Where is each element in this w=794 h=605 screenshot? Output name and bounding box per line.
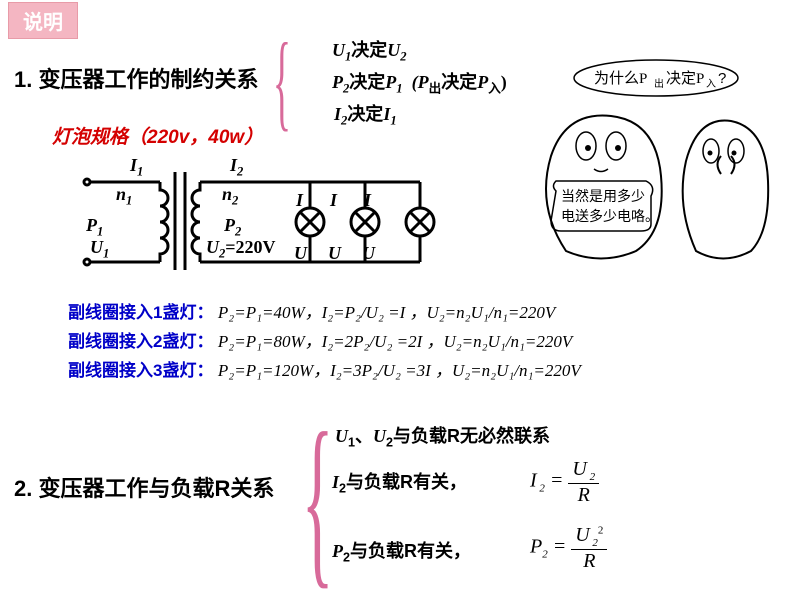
bulb-spec: 灯泡规格（220v，40w）: [52, 122, 263, 149]
case-2: 副线圈接入2盏灯： P₂=P₁=80W，I₂=2P₂/U₂ =2I ，U₂=n₂…: [68, 327, 572, 352]
svg-text:入: 入: [706, 79, 716, 90]
brace-1: {: [273, 28, 291, 136]
lbl-Ub: U: [328, 243, 341, 264]
rel3: I2决定I1: [334, 100, 397, 129]
svg-text:电送多少电咯。: 电送多少电咯。: [561, 208, 659, 225]
case-3: 副线圈接入3盏灯： P₂=P₁=120W，I₂=3P₂/U₂ =3I ，U₂=n…: [68, 356, 581, 381]
badge: 说明: [8, 2, 78, 39]
svg-text:当然是用多少: 当然是用多少: [561, 188, 645, 205]
section2-title: 2. 变压器工作与负载R关系: [14, 471, 274, 503]
cartoon: 为什么P 出 决定P 入 ? 当然是用多少 电送多少电咯。: [526, 56, 776, 266]
lbl-I1: I1: [130, 155, 143, 180]
case-1: 副线圈接入1盏灯： P₂=P₁=40W，I₂=P₂/U₂ =I ，U₂=n₂U₁…: [68, 298, 555, 323]
lbl-U1: U1: [90, 237, 109, 262]
rel1: U1决定U2: [332, 36, 407, 65]
r2-row1: U1、U2与负载R无必然联系: [335, 422, 550, 450]
lbl-U2: U2=220V: [206, 237, 276, 262]
brace-2: {: [302, 405, 334, 595]
r2-eq2: I 2 = U 2 R: [530, 458, 599, 506]
svg-text:?: ?: [718, 70, 726, 87]
lbl-Ib: I: [330, 190, 337, 211]
r2-eq3: P2 = U 22 R: [530, 524, 607, 572]
svg-text:决定P: 决定P: [666, 70, 704, 87]
lbl-Uc: U: [362, 243, 375, 264]
lbl-I2: I2: [230, 155, 243, 180]
lbl-Ia: I: [296, 190, 303, 211]
rel2: P2决定P1 (P出决定P入): [332, 68, 507, 97]
svg-text:为什么P: 为什么P: [594, 70, 647, 87]
lbl-Ua: U: [294, 243, 307, 264]
lbl-Ic: I: [364, 190, 371, 211]
lbl-P1: P1: [86, 215, 103, 240]
section1-title: 1. 变压器工作的制约关系: [14, 62, 258, 94]
lbl-P2: P2: [224, 215, 241, 240]
lbl-n2: n2: [222, 184, 238, 209]
r2-row2: I2与负载R有关，: [332, 468, 467, 496]
lbl-n1: n1: [116, 184, 132, 209]
r2-row3: P2与负载R有关，: [332, 537, 471, 565]
svg-text:出: 出: [654, 77, 664, 90]
